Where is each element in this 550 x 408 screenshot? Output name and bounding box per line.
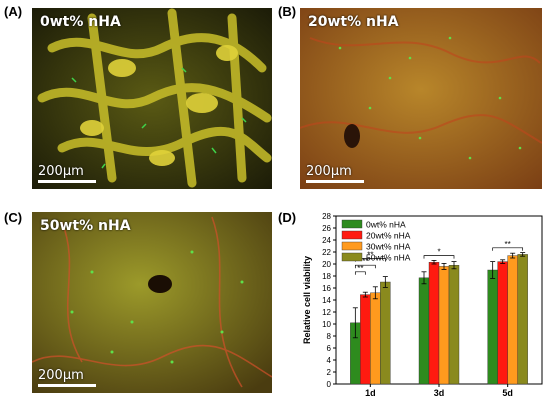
legend-label: 50wt% nHA <box>366 253 411 263</box>
x-tick-label: 1d <box>365 388 376 398</box>
y-tick-label: 26 <box>322 224 331 233</box>
significance-label: ** <box>357 264 363 273</box>
significance-label: ** <box>367 251 373 260</box>
micrograph-b-image <box>300 8 542 189</box>
significance-label: ** <box>505 240 511 249</box>
scale-bar-a-label: 200μm <box>38 164 84 179</box>
scale-bar-a-line <box>38 180 96 183</box>
micrograph-c-image <box>32 212 272 393</box>
legend-label: 30wt% nHA <box>366 242 411 252</box>
scale-bar-c-line <box>38 384 96 387</box>
panel-d-label: (D) <box>278 210 297 225</box>
panel-c-label: (C) <box>4 210 23 225</box>
y-tick-label: 10 <box>322 320 331 329</box>
micrograph-a-title: 0wt% nHA <box>40 14 121 30</box>
micrograph-a: 0wt% nHA 200μm <box>32 8 272 189</box>
micrograph-b-title: 20wt% nHA <box>308 14 399 30</box>
y-tick-label: 24 <box>322 236 331 245</box>
bar <box>517 254 528 385</box>
scale-bar-c-label: 200μm <box>38 368 84 383</box>
significance-label: ** <box>362 257 368 266</box>
x-tick-label: 5d <box>502 388 513 398</box>
legend-label: 20wt% nHA <box>366 231 411 241</box>
significance-label: * <box>437 248 440 257</box>
micrograph-a-image <box>32 8 272 189</box>
y-tick-label: 22 <box>322 248 331 257</box>
x-tick-label: 3d <box>434 388 445 398</box>
legend-swatch <box>341 252 363 262</box>
y-axis-label: Relative cell viability <box>302 256 312 344</box>
scale-bar-b-label: 200μm <box>306 164 352 179</box>
bar <box>428 262 440 385</box>
bar <box>448 265 460 385</box>
scale-bar-b-line <box>306 180 364 183</box>
scale-bar-c: 200μm <box>38 368 96 387</box>
micrograph-c: 50wt% nHA 200μm <box>32 212 272 393</box>
y-tick-label: 14 <box>322 296 331 305</box>
y-tick-label: 2 <box>327 368 332 377</box>
bar <box>438 266 450 385</box>
significance-bracket <box>354 264 376 269</box>
y-tick-label: 16 <box>322 284 331 293</box>
micrograph-b: 20wt% nHA 200μm <box>300 8 542 189</box>
significance-bracket <box>423 255 455 259</box>
legend-swatch <box>341 241 363 251</box>
y-tick-label: 12 <box>322 308 331 317</box>
bar <box>497 261 508 385</box>
legend-swatch <box>341 219 363 229</box>
scale-bar-a: 200μm <box>38 164 96 183</box>
bar <box>418 277 430 385</box>
panel-a-label: (A) <box>4 4 23 19</box>
bar <box>380 281 391 385</box>
legend-swatch <box>341 230 363 240</box>
bar <box>360 294 371 385</box>
y-tick-label: 18 <box>322 272 331 281</box>
y-tick-label: 28 <box>322 212 331 221</box>
panel-b-label: (B) <box>278 4 297 19</box>
significance-bracket <box>354 271 366 275</box>
scale-bar-b: 200μm <box>306 164 364 183</box>
significance-bracket <box>492 247 524 251</box>
bar <box>487 269 498 385</box>
y-tick-label: 6 <box>327 344 332 353</box>
y-tick-label: 8 <box>327 332 332 341</box>
bar <box>370 292 381 385</box>
y-tick-label: 4 <box>327 356 332 365</box>
y-tick-label: 20 <box>322 260 331 269</box>
legend-label: 0wt% nHA <box>366 220 406 230</box>
bar <box>507 255 518 385</box>
micrograph-c-title: 50wt% nHA <box>40 218 131 234</box>
y-tick-label: 0 <box>327 380 332 389</box>
